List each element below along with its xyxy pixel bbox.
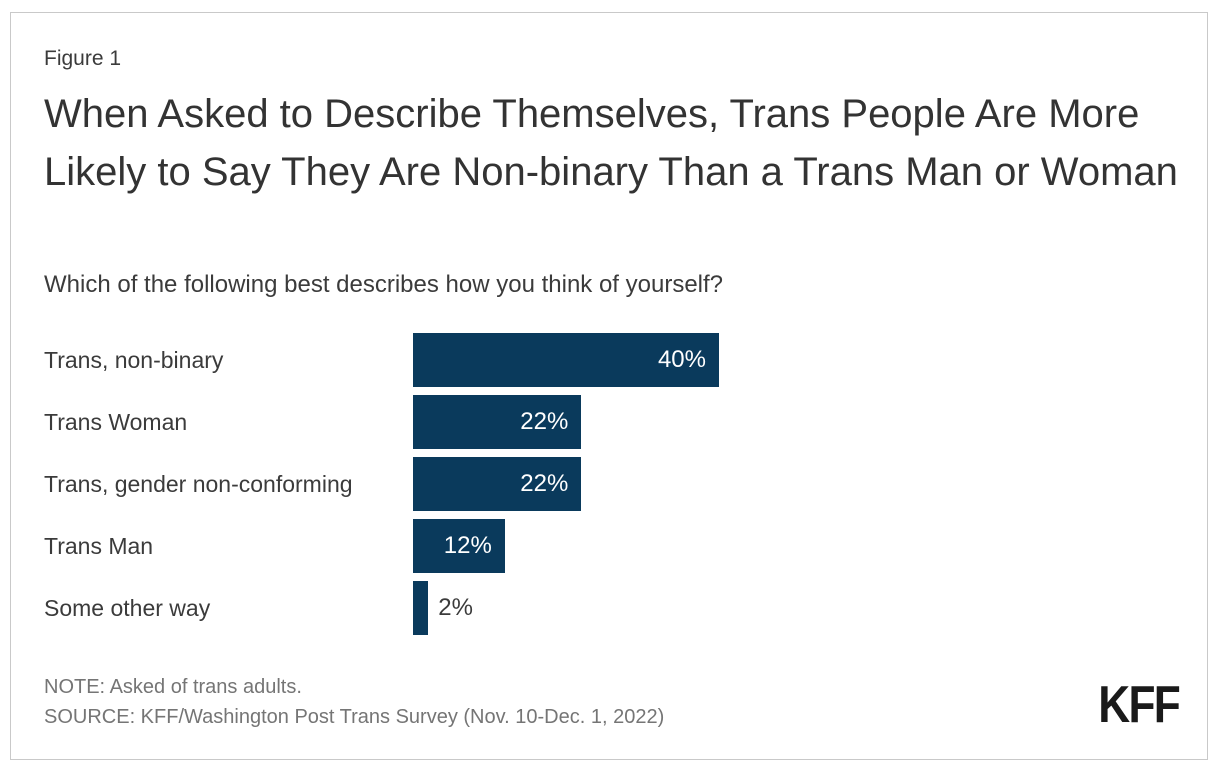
- bar-track: 2%: [413, 581, 1178, 635]
- bar-chart: Trans, non-binary 40% Trans Woman 22% Trans,…: [44, 333, 1178, 643]
- category-label: Trans Woman: [44, 408, 188, 435]
- bar: 22%: [413, 395, 582, 449]
- bar: [413, 581, 429, 635]
- bar: 12%: [413, 519, 505, 573]
- chart-row: Trans, non-binary 40%: [44, 333, 1178, 387]
- figure-card: Figure 1 When Asked to Describe Themselv…: [10, 12, 1208, 760]
- chart-row: Trans Woman 22%: [44, 395, 1178, 449]
- footer-notes: NOTE: Asked of trans adults. SOURCE: KFF…: [44, 672, 664, 732]
- figure-subtitle: Which of the following best describes ho…: [44, 271, 724, 298]
- chart-row: Trans Man 12%: [44, 519, 1178, 573]
- bar: 40%: [413, 333, 719, 387]
- kff-logo: KFF: [1098, 676, 1181, 734]
- category-label: Trans, non-binary: [44, 346, 224, 373]
- value-label: 40%: [657, 346, 706, 373]
- chart-row: Some other way 2%: [44, 581, 1178, 635]
- bar-track: 40%: [413, 333, 1178, 387]
- bar: 22%: [413, 457, 582, 511]
- bar-track: 22%: [413, 457, 1178, 511]
- bar-track: 22%: [413, 395, 1178, 449]
- figure-label: Figure 1: [44, 47, 122, 70]
- category-label: Trans Man: [44, 532, 154, 559]
- value-label: 22%: [520, 470, 569, 497]
- source-text: SOURCE: KFF/Washington Post Trans Survey…: [44, 706, 665, 728]
- figure-title: When Asked to Describe Themselves, Trans…: [44, 92, 1178, 194]
- value-label: 22%: [520, 408, 569, 435]
- value-label: 2%: [438, 594, 473, 621]
- bar-track: 12%: [413, 519, 1178, 573]
- note-text: NOTE: Asked of trans adults.: [44, 676, 302, 698]
- value-label: 12%: [443, 532, 492, 559]
- category-label: Trans, gender non-conforming: [44, 470, 353, 497]
- chart-row: Trans, gender non-conforming 22%: [44, 457, 1178, 511]
- category-label: Some other way: [44, 594, 211, 621]
